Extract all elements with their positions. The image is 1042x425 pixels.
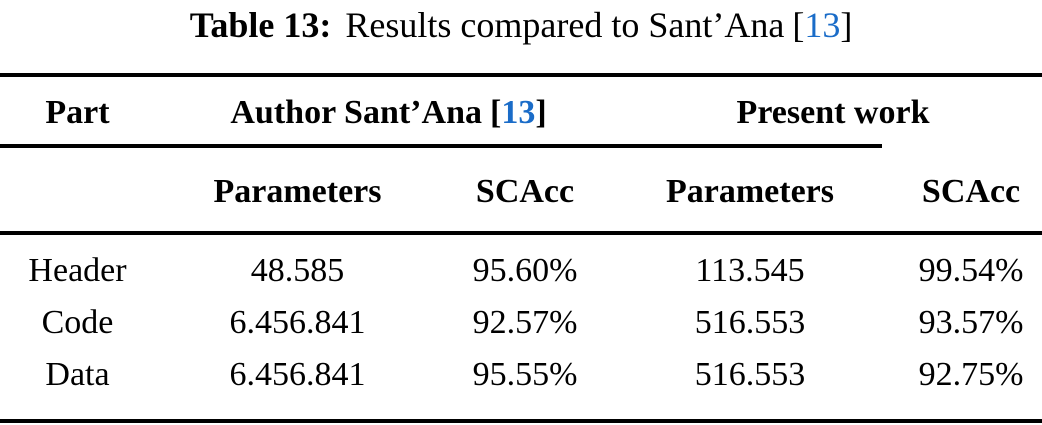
caption-label: Table 13: xyxy=(189,5,332,45)
table-body: Header 48.585 95.60% 113.545 99.54% Code… xyxy=(0,233,1042,421)
group-header-author: Author Sant’Ana [13] xyxy=(155,75,610,148)
cell-author-scacc: 92.57% xyxy=(472,304,578,341)
cell-present-scacc: 93.57% xyxy=(918,304,1024,341)
cell-present-parameters: 516.553 xyxy=(694,356,806,393)
table-row-data-part: Data 6.456.841 95.55% 516.553 92.75% xyxy=(0,349,1042,421)
sub-header-row: Parameters SCAcc Parameters SCAcc xyxy=(0,148,1042,235)
cell-present-parameters: 113.545 xyxy=(695,252,805,289)
column-header-part: Part xyxy=(45,93,110,131)
cell-part: Code xyxy=(41,304,114,341)
table-row-code-part: Code 6.456.841 92.57% 516.553 93.57% xyxy=(0,297,1042,349)
caption-citation-close-bracket: ] xyxy=(840,5,853,45)
table-caption: Table 13: Results compared to Sant’Ana [13… xyxy=(0,2,1042,48)
column-header-present-parameters: Parameters xyxy=(610,148,891,235)
cell-present-scacc: 99.54% xyxy=(918,252,1024,289)
caption-citation-link[interactable]: 13 xyxy=(804,5,841,45)
cell-present-parameters: 516.553 xyxy=(694,304,806,341)
cell-part: Data xyxy=(45,356,110,393)
cell-author-scacc: 95.60% xyxy=(472,252,578,289)
cell-author-scacc: 95.55% xyxy=(472,356,578,393)
group-header-row: Part Author Sant’Ana [13] Present work xyxy=(0,75,1042,148)
cell-part: Header xyxy=(28,252,127,289)
empty-header-cell xyxy=(0,148,155,235)
cell-present-scacc: 92.75% xyxy=(918,356,1024,393)
column-header-author-scacc: SCAcc xyxy=(440,148,611,235)
cell-author-parameters: 6.456.841 xyxy=(229,304,366,341)
cell-author-parameters: 6.456.841 xyxy=(229,356,366,393)
table-header: Part Author Sant’Ana [13] Present work Pa… xyxy=(0,75,1042,235)
caption-citation-open-bracket: [ xyxy=(792,5,805,45)
header-citation-open-bracket: [ xyxy=(489,93,502,131)
group-header-author-text: Author Sant’Ana xyxy=(230,93,482,131)
group-header-rule xyxy=(0,144,882,148)
column-header-author-parameters: Parameters xyxy=(155,148,440,235)
table-row-header-part: Header 48.585 95.60% 113.545 99.54% xyxy=(0,233,1042,297)
header-citation-close-bracket: ] xyxy=(535,93,547,131)
cell-author-parameters: 48.585 xyxy=(250,252,345,289)
caption-text: Results compared to Sant’Ana xyxy=(345,5,785,45)
group-header-present-work: Present work xyxy=(736,93,930,131)
column-header-present-scacc: SCAcc xyxy=(890,148,1042,235)
results-table: Part Author Sant’Ana [13] Present work Pa… xyxy=(0,73,1042,423)
header-citation-link[interactable]: 13 xyxy=(501,93,536,131)
